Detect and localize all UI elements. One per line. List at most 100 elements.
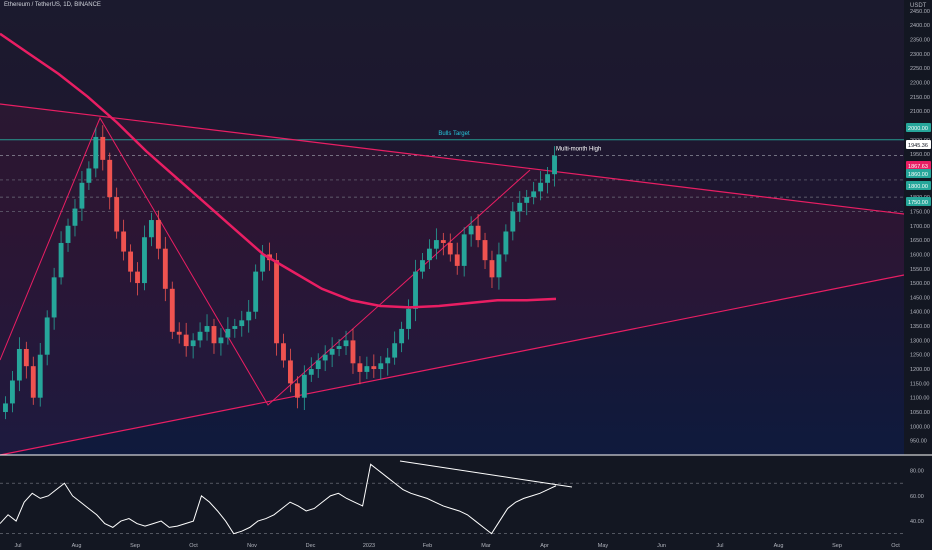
price-label-text: 1860.00 (908, 172, 928, 178)
price-tick-label: 1700.00 (910, 224, 930, 230)
candle-body (162, 248, 168, 289)
price-tick-label: 1200.00 (910, 367, 930, 373)
candle-body (461, 234, 467, 266)
candle-body (301, 374, 307, 398)
candle-body (489, 260, 495, 278)
candle-body (169, 288, 175, 332)
time-tick-label: Dec (306, 543, 316, 549)
candle-body (538, 182, 544, 192)
price-tick-label: 2250.00 (910, 66, 930, 72)
candle-body (274, 260, 279, 344)
price-tick-label: 1350.00 (910, 324, 930, 330)
candle-body (51, 277, 57, 318)
price-tick-label: 2350.00 (910, 38, 930, 44)
time-tick-label: Jul (716, 543, 723, 549)
candle-body (16, 348, 22, 381)
candle-body (121, 231, 127, 252)
oscillator-tick-label: 60.00 (910, 494, 924, 500)
price-tick-label: 1250.00 (910, 353, 930, 359)
candle-body (287, 360, 293, 384)
price-label-box (906, 181, 931, 190)
price-tick-label: 1150.00 (910, 381, 929, 387)
candle-body (3, 403, 8, 413)
candle-body (447, 242, 453, 255)
price-tick-label: 1550.00 (910, 267, 930, 273)
annotation-label: Bulls Target (438, 131, 470, 137)
candle-body (294, 383, 300, 398)
candle-body (260, 254, 266, 272)
candle-body (190, 340, 196, 347)
candle-body (378, 363, 384, 370)
candle-body (176, 331, 182, 335)
oscillator-tick-label: 80.00 (910, 469, 924, 475)
candle-body (343, 340, 349, 347)
price-label-text: 2000.00 (908, 126, 928, 132)
candle-body (482, 240, 488, 261)
candle-body (9, 380, 15, 404)
candle-body (524, 197, 530, 203)
time-tick-label: Jun (657, 543, 666, 549)
price-label-box (906, 161, 931, 170)
candle-body (545, 174, 551, 183)
time-tick-label: Aug (72, 543, 82, 549)
symbol-header: Ethereum / TetherUS, 1D, BINANCE (4, 2, 101, 8)
candle-body (329, 348, 335, 355)
candle-body (72, 208, 78, 226)
candle-body (30, 366, 36, 398)
candle-body (204, 326, 210, 332)
candle-body (517, 202, 523, 212)
candle-body (531, 191, 537, 198)
price-tick-label: 1450.00 (910, 295, 930, 301)
candle-body (426, 248, 432, 261)
candle-body (454, 254, 460, 266)
price-tick-label: 1050.00 (910, 410, 930, 416)
candle-body (357, 363, 363, 372)
price-label-text: 1800.00 (908, 184, 928, 190)
price-label-text: 1750.00 (908, 200, 928, 206)
price-tick-label: 1750.00 (910, 209, 930, 215)
time-tick-label: Jul (14, 543, 21, 549)
lower-trendline (0, 274, 905, 456)
candle-body (440, 240, 446, 243)
candle-body (128, 251, 134, 272)
zigzag-trendline (0, 116, 531, 406)
candle-body (475, 225, 481, 241)
time-tick-label: Aug (774, 543, 784, 549)
price-label-box (906, 140, 931, 149)
candle-body (385, 357, 391, 364)
candle-body (93, 136, 99, 169)
time-tick-label: Mar (481, 543, 491, 549)
candle-body (503, 231, 509, 255)
candle-body (232, 326, 238, 329)
candle-body (406, 308, 412, 329)
price-tick-label: 2300.00 (910, 52, 930, 58)
candle-body (496, 254, 502, 278)
candle-body (253, 271, 259, 312)
time-tick-label: Feb (423, 543, 432, 549)
upper-trendline (0, 103, 905, 215)
currency-label: USDT (910, 3, 927, 9)
candle-body (350, 340, 356, 364)
candle-body (281, 343, 286, 361)
candle-body (100, 136, 106, 160)
candle-body (23, 348, 29, 367)
candle-body (197, 331, 203, 341)
candle-body (114, 197, 120, 232)
price-label-box (906, 169, 931, 178)
oscillator-tick-label: 40.00 (910, 519, 924, 525)
candle-body (336, 346, 342, 349)
price-label-text: 1945.36 (908, 143, 928, 149)
candle-body (322, 354, 328, 361)
candle-body (37, 354, 43, 398)
price-tick-label: 2450.00 (910, 9, 930, 15)
time-tick-label: Oct (891, 543, 900, 549)
candle-body (79, 182, 85, 209)
candle-body (148, 220, 154, 238)
candle-body (420, 260, 425, 272)
moving-average-line (0, 32, 557, 309)
candle-body (433, 240, 439, 249)
candle-body (107, 159, 113, 198)
candle-body (183, 334, 189, 347)
candle-body (135, 271, 140, 284)
